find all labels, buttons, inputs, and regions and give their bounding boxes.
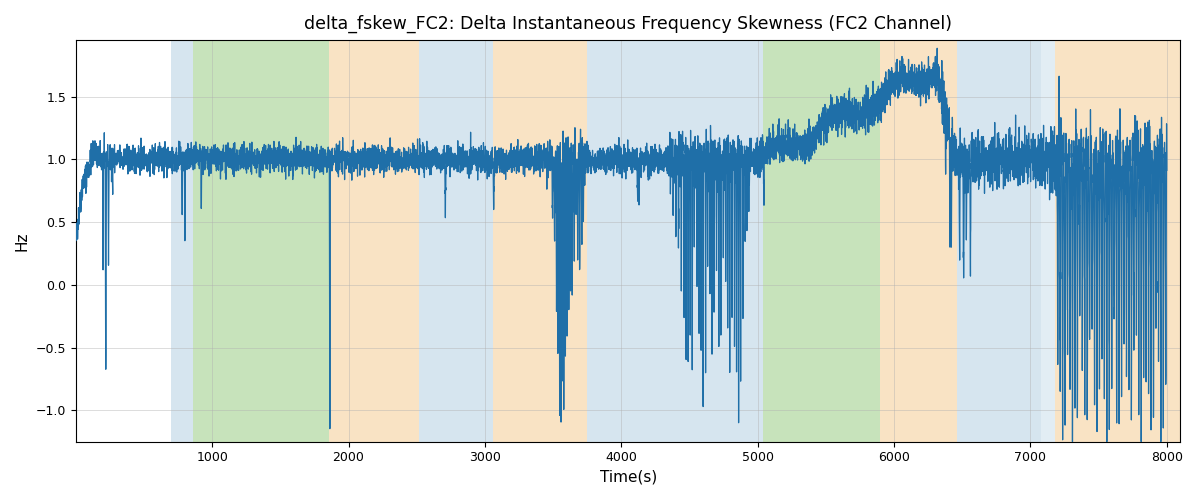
Bar — [751, 40, 763, 442]
Bar — [420, 40, 493, 442]
Bar — [330, 40, 420, 442]
Bar — [1055, 40, 1181, 442]
Bar — [587, 40, 751, 442]
Bar — [172, 40, 193, 442]
Bar — [193, 40, 330, 442]
Bar — [763, 40, 881, 442]
Y-axis label: Hz: Hz — [14, 231, 30, 250]
Bar — [1042, 40, 1055, 442]
Bar — [881, 40, 956, 442]
X-axis label: Time(s): Time(s) — [600, 470, 656, 485]
Bar — [956, 40, 1042, 442]
Title: delta_fskew_FC2: Delta Instantaneous Frequency Skewness (FC2 Channel): delta_fskew_FC2: Delta Instantaneous Fre… — [304, 15, 952, 34]
Bar — [493, 40, 587, 442]
